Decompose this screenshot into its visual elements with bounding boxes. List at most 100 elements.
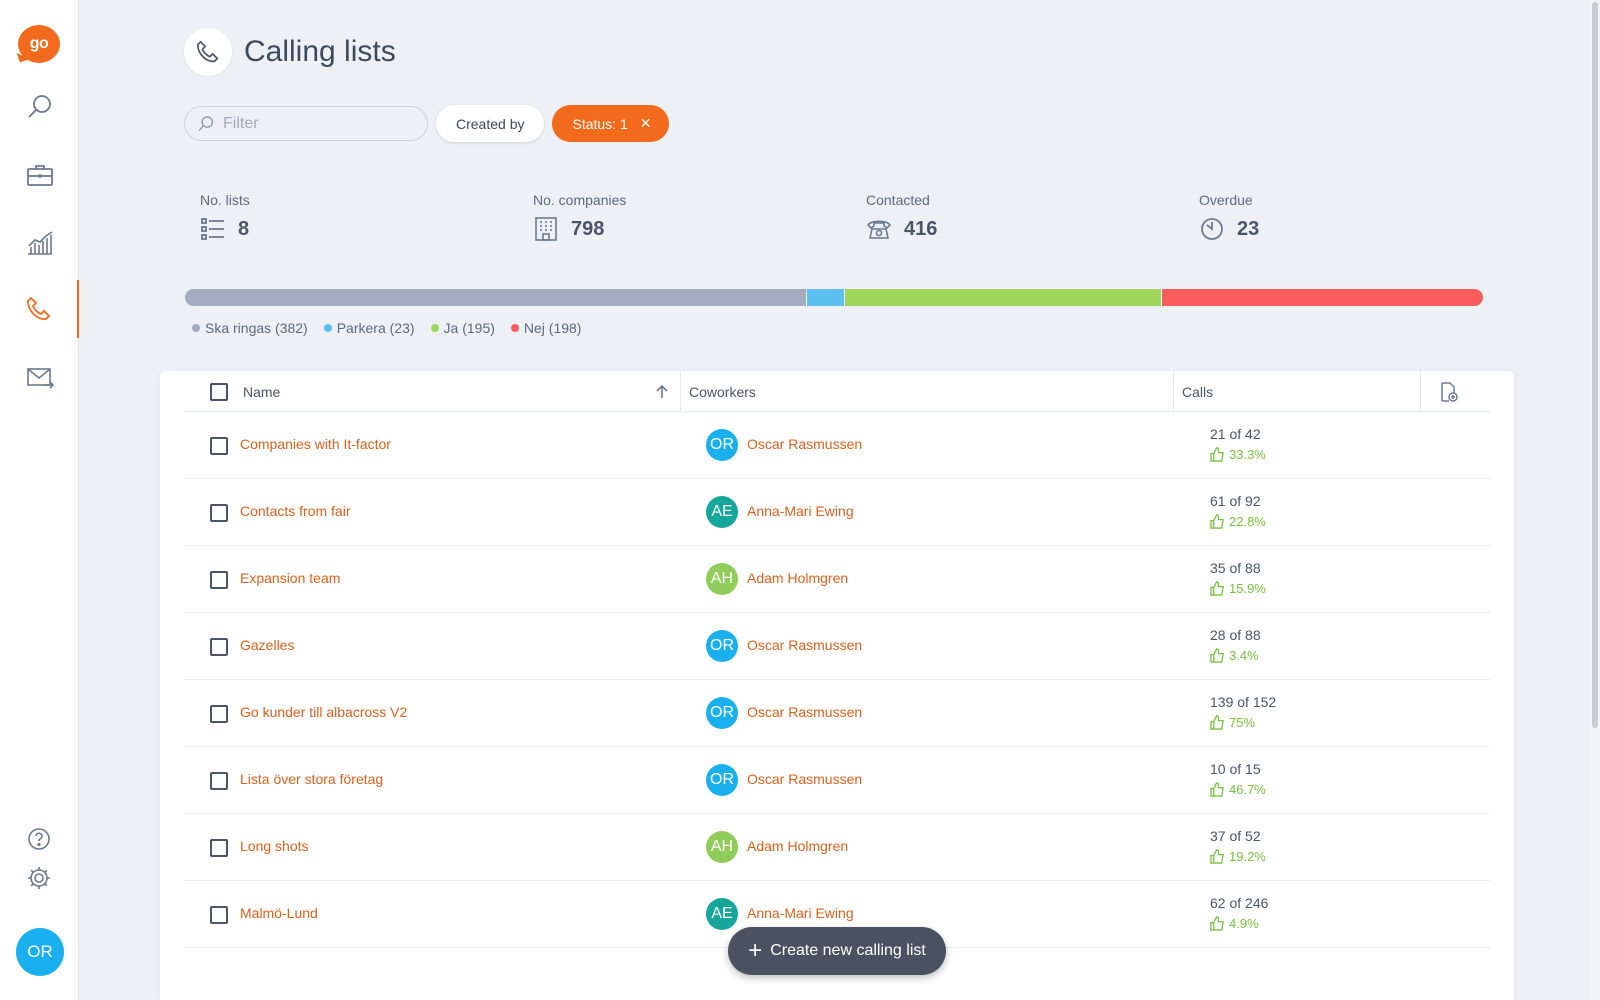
clock-icon <box>1201 218 1223 240</box>
coworker-avatar: AH <box>706 563 738 595</box>
sort-ascending-icon[interactable] <box>654 371 670 412</box>
status-filter-chip[interactable]: Status: 1 ✕ <box>552 105 670 142</box>
coworker-link[interactable]: Adam Holmgren <box>747 838 849 854</box>
success-rate: 33.3% <box>1210 447 1266 462</box>
search-icon <box>27 95 51 118</box>
list-name-link[interactable]: Go kunder till albacross V2 <box>240 704 408 720</box>
coworker-link[interactable]: Anna-Mari Ewing <box>747 503 854 519</box>
page-scrollbar[interactable] <box>1590 0 1600 1000</box>
filter-field[interactable] <box>184 106 428 141</box>
list-name-link[interactable]: Companies with It-factor <box>240 436 391 452</box>
calls-count: 61 of 92 <box>1210 493 1261 509</box>
coworker-avatar: OR <box>706 429 738 461</box>
calling-lists-table: Name Coworkers Calls Companies with It-f… <box>160 371 1514 1000</box>
list-name-link[interactable]: Gazelles <box>240 637 295 653</box>
nav-analytics[interactable] <box>0 214 79 272</box>
calls-count: 10 of 15 <box>1210 761 1261 777</box>
coworker-avatar: AE <box>706 496 738 528</box>
page-header: Calling lists <box>184 28 396 76</box>
table-row[interactable]: Malmö-Lund AE Anna-Mari Ewing 62 of 246 … <box>184 881 1490 948</box>
calls-count: 28 of 88 <box>1210 627 1261 643</box>
success-rate: 19.2% <box>1210 849 1266 864</box>
table-row[interactable]: Companies with It-factor OR Oscar Rasmus… <box>184 412 1490 479</box>
thumbs-up-icon <box>1210 648 1224 663</box>
table-row[interactable]: Go kunder till albacross V2 OR Oscar Ras… <box>184 680 1490 747</box>
telephone-icon <box>866 220 892 239</box>
success-rate: 3.4% <box>1210 648 1259 663</box>
list-name-link[interactable]: Expansion team <box>240 570 341 586</box>
row-checkbox[interactable] <box>210 906 228 924</box>
coworker-link[interactable]: Anna-Mari Ewing <box>747 905 854 921</box>
legend-item-ja: Ja (195) <box>430 320 495 336</box>
create-calling-list-button[interactable]: + Create new calling list <box>728 927 946 975</box>
plus-icon: + <box>748 937 763 964</box>
list-icon <box>201 218 224 240</box>
row-checkbox[interactable] <box>210 571 228 589</box>
nav-deals[interactable] <box>0 146 79 204</box>
user-avatar[interactable]: OR <box>16 928 64 976</box>
stat-contacted: Contacted 416 <box>866 192 937 242</box>
row-checkbox[interactable] <box>210 772 228 790</box>
progress-segment-parkera <box>806 289 844 306</box>
calls-count: 37 of 52 <box>1210 828 1261 844</box>
search-icon <box>198 115 214 131</box>
calls-count: 35 of 88 <box>1210 560 1261 576</box>
list-name-link[interactable]: Long shots <box>240 838 309 854</box>
success-rate: 15.9% <box>1210 581 1266 596</box>
nav-search[interactable] <box>0 78 79 136</box>
coworker-link[interactable]: Oscar Rasmussen <box>747 436 863 452</box>
row-checkbox[interactable] <box>210 705 228 723</box>
thumbs-up-icon <box>1210 715 1224 730</box>
coworker-avatar: AH <box>706 831 738 863</box>
column-header-coworkers[interactable]: Coworkers <box>689 383 756 400</box>
thumbs-up-icon <box>1210 514 1224 529</box>
help-icon[interactable] <box>26 826 52 852</box>
coworker-link[interactable]: Oscar Rasmussen <box>747 637 863 653</box>
table-header: Name Coworkers Calls <box>184 371 1490 412</box>
mail-icon <box>26 368 54 389</box>
success-rate: 22.8% <box>1210 514 1266 529</box>
row-checkbox[interactable] <box>210 504 228 522</box>
briefcase-icon <box>26 165 53 186</box>
table-row[interactable]: Long shots AH Adam Holmgren 37 of 52 19.… <box>184 814 1490 881</box>
calls-count: 62 of 246 <box>1210 895 1269 911</box>
coworker-avatar: OR <box>706 697 738 729</box>
coworker-link[interactable]: Oscar Rasmussen <box>747 704 863 720</box>
coworker-avatar: AE <box>706 898 738 930</box>
column-header-calls[interactable]: Calls <box>1182 383 1214 400</box>
list-name-link[interactable]: Contacts from fair <box>240 503 351 519</box>
go-logo[interactable]: go <box>16 25 60 63</box>
table-row[interactable]: Contacts from fair AE Anna-Mari Ewing 61… <box>184 479 1490 546</box>
calls-count: 139 of 152 <box>1210 694 1277 710</box>
scrollbar-thumb[interactable] <box>1592 2 1598 728</box>
table-row[interactable]: Lista över stora företag OR Oscar Rasmus… <box>184 747 1490 814</box>
building-icon <box>535 217 557 241</box>
row-checkbox[interactable] <box>210 839 228 857</box>
calls-count: 21 of 42 <box>1210 426 1261 442</box>
phone-icon <box>26 296 50 320</box>
chart-icon <box>27 231 52 255</box>
column-header-name[interactable]: Name <box>243 383 281 400</box>
table-row[interactable]: Gazelles OR Oscar Rasmussen 28 of 88 3.4… <box>184 613 1490 680</box>
filter-input[interactable] <box>223 114 413 133</box>
thumbs-up-icon <box>1210 782 1224 797</box>
nav-mail[interactable] <box>0 348 79 406</box>
coworker-link[interactable]: Oscar Rasmussen <box>747 771 863 787</box>
thumbs-up-icon <box>1210 581 1224 596</box>
created-by-button[interactable]: Created by <box>436 105 545 142</box>
row-checkbox[interactable] <box>210 437 228 455</box>
gear-icon[interactable] <box>26 865 52 891</box>
select-all-checkbox[interactable] <box>210 371 228 412</box>
coworker-link[interactable]: Adam Holmgren <box>747 570 849 586</box>
list-name-link[interactable]: Lista över stora företag <box>240 771 384 787</box>
close-icon[interactable]: ✕ <box>639 115 652 131</box>
sidebar: go OR <box>0 0 79 1000</box>
list-name-link[interactable]: Malmö-Lund <box>240 905 318 921</box>
progress-segment-ska-ringas <box>185 289 807 306</box>
table-row[interactable]: Expansion team AH Adam Holmgren 35 of 88… <box>184 546 1490 613</box>
nav-calling-lists[interactable] <box>0 280 79 338</box>
legend-item-parkera: Parkera (23) <box>323 320 415 336</box>
progress-segment-nej <box>1160 289 1483 306</box>
row-checkbox[interactable] <box>210 638 228 656</box>
column-settings-icon[interactable] <box>1440 371 1458 412</box>
